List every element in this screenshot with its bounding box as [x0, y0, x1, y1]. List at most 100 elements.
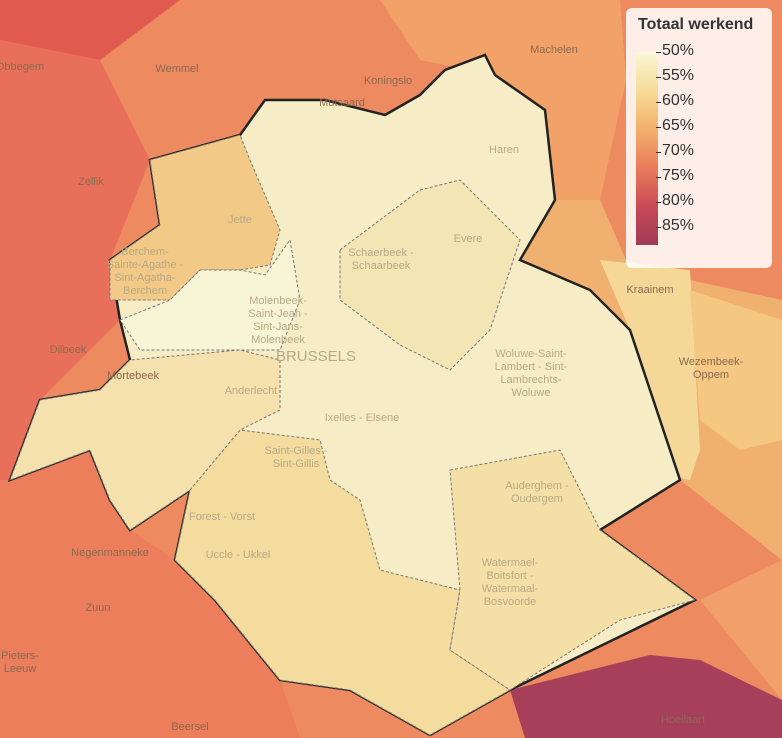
legend: Totaal werkend 50% 55% 60% 65% 70% 75% 80% 85%: [626, 8, 772, 268]
place-label-line: Lambert - Sint-: [495, 361, 568, 373]
legend-label: 60%: [656, 92, 694, 110]
legend-title: Totaal werkend: [638, 16, 754, 33]
place-label: Mutsaard: [319, 97, 365, 109]
place-label-line: Sint-Jans-: [253, 321, 303, 333]
legend-label: 85%: [656, 217, 694, 235]
place-label: Koningslo: [364, 75, 412, 87]
place-label: Berchem-Sainte-Agathe -Sint-Agatha-Berch…: [107, 246, 184, 297]
place-label-line: Ixelles - Elsene: [325, 412, 400, 424]
place-label: Zellik: [78, 176, 104, 188]
place-label: Dilbeek: [50, 344, 87, 356]
place-label-line: Oppem: [693, 369, 729, 381]
place-label-line: Sainte-Agathe -: [107, 259, 184, 271]
place-label-line: Jette: [228, 214, 252, 226]
place-label-line: Negenmanneke: [71, 547, 149, 559]
place-label-line: Kraainem: [626, 284, 673, 296]
place-label: Evere: [454, 233, 483, 245]
district: [339, 179, 521, 371]
place-label-line: Zellik: [78, 176, 104, 188]
legend-tick: [656, 152, 661, 153]
place-label-line: Zuun: [85, 602, 110, 614]
place-label: BRUSSELS: [276, 348, 356, 365]
legend-tick: [656, 102, 661, 103]
place-label-line: Sint-Gillis: [273, 458, 320, 470]
place-label: Hoeilaart: [661, 714, 705, 726]
place-label: Mortebeek: [107, 370, 159, 382]
place-label-line: Beersel: [171, 721, 208, 733]
place-label-line: Mortebeek: [107, 370, 159, 382]
place-label-line: Molenbeek-: [249, 295, 307, 307]
region: [0, 0, 180, 60]
legend-label: 70%: [656, 142, 694, 160]
place-label: Forest - Vorst: [189, 511, 255, 523]
region: [0, 40, 150, 480]
legend-gradient: [636, 52, 658, 245]
region: [380, 0, 626, 200]
region: [510, 655, 782, 738]
place-label-line: Wemmel: [155, 63, 198, 75]
legend-tick: [656, 52, 661, 53]
place-label: Haren: [489, 144, 519, 156]
region: [600, 260, 700, 480]
place-label-line: Schaerbeek -: [348, 247, 414, 259]
place-label: Pieters-Leeuw: [1, 650, 39, 675]
place-label: Wemmel: [155, 63, 198, 75]
place-label-line: Machelen: [530, 44, 578, 56]
place-label-line: Hoeilaart: [661, 714, 705, 726]
place-label-line: Auderghem -: [505, 480, 569, 492]
place-label-line: Woluwe: [512, 387, 551, 399]
legend-tick: [656, 202, 661, 203]
place-label: Anderlecht: [225, 385, 278, 397]
place-label: Kraainem: [626, 284, 673, 296]
place-label: Zuun: [85, 602, 110, 614]
district: [109, 134, 281, 301]
place-label-line: Koningslo: [364, 75, 412, 87]
legend-label: 50%: [656, 42, 694, 60]
place-label-line: Bosvoorde: [484, 596, 537, 608]
place-label-line: Haren: [489, 144, 519, 156]
region: [0, 450, 300, 738]
place-label: Machelen: [530, 44, 578, 56]
place-label-line: Mutsaard: [319, 97, 365, 109]
place-label: Wezembeek-Oppem: [679, 356, 744, 381]
place-label-line: Woluwe-Saint-: [495, 348, 567, 360]
legend-label: 80%: [656, 192, 694, 210]
district: [449, 449, 697, 691]
place-label-line: Pieters-: [1, 650, 39, 662]
place-label-line: Watermael-: [482, 557, 539, 569]
place-label-line: Watermaal-: [482, 583, 539, 595]
place-label-line: Wezembeek-: [679, 356, 744, 368]
place-label-line: Saint-Jean -: [248, 308, 308, 320]
place-label: Woluwe-Saint-Lambert - Sint-Lambrechts-W…: [495, 348, 568, 399]
region: [700, 560, 782, 700]
place-label: Watermael-Boitsfort -Watermaal-Bosvoorde: [482, 557, 539, 608]
legend-label: 65%: [656, 117, 694, 135]
district: [119, 238, 301, 351]
legend-tick: [656, 227, 661, 228]
place-label: Molenbeek-Saint-Jean -Sint-Jans-Molenbee…: [248, 295, 308, 346]
place-label-line: Oudergem: [511, 493, 563, 505]
place-label: Beersel: [171, 721, 208, 733]
region: [690, 290, 782, 450]
place-label-line: Berchem-: [121, 246, 169, 258]
place-label-line: Leeuw: [4, 663, 36, 675]
place-label-line: Obbegem: [0, 61, 44, 73]
place-label: Saint-Gilles -Sint-Gillis: [265, 445, 328, 470]
legend-label: 55%: [656, 67, 694, 85]
legend-tick: [656, 127, 661, 128]
place-label-line: Dilbeek: [50, 344, 87, 356]
place-label: Auderghem -Oudergem: [505, 480, 569, 505]
place-label-line: Forest - Vorst: [189, 511, 255, 523]
place-label: Negenmanneke: [71, 547, 149, 559]
place-label: Schaerbeek -Schaarbeek: [348, 247, 414, 272]
legend-tick: [656, 177, 661, 178]
place-label-line: Evere: [454, 233, 483, 245]
place-label-line: Sint-Agatha-: [114, 272, 175, 284]
place-label: Jette: [228, 214, 252, 226]
place-label-line: Schaarbeek: [352, 260, 411, 272]
place-label-line: Berchem: [123, 285, 167, 297]
place-label-line: Lambrechts-: [500, 374, 561, 386]
place-label: Obbegem: [0, 61, 44, 73]
place-label: Ixelles - Elsene: [325, 412, 400, 424]
